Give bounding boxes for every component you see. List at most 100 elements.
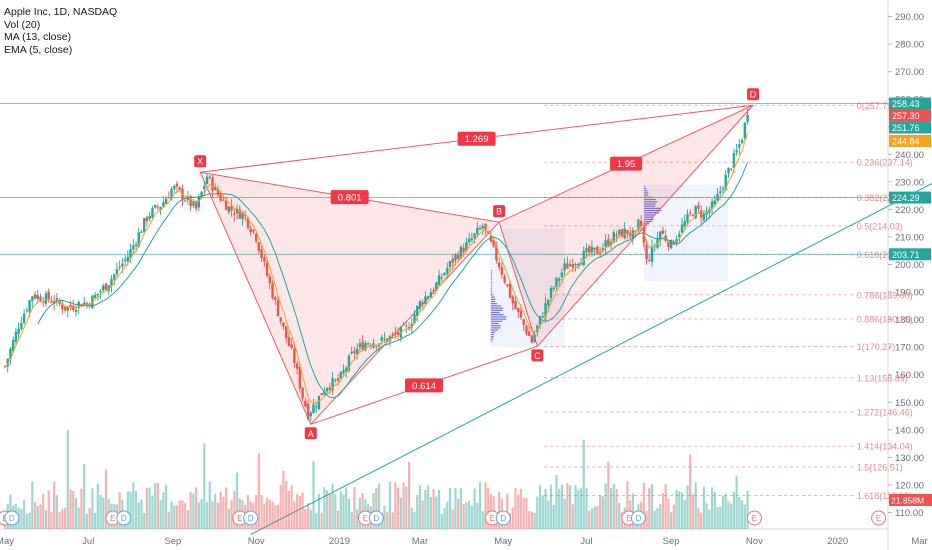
profile-bar [490,270,492,272]
candle-body [582,251,585,266]
profile-bar [490,285,492,287]
volume-bar [203,443,206,529]
candle-body [208,176,211,178]
candle-body [339,372,342,379]
candle-body [380,337,383,342]
candle-body [729,168,733,170]
volume-bar [137,502,140,529]
candle-body [132,245,135,250]
candle-body [443,273,446,276]
volume-bar [560,484,564,529]
profile-bar [490,309,503,311]
candle-body [39,296,42,302]
volume-bar [287,491,291,529]
candle-body [162,202,165,207]
legend-volume: Vol (20) [4,18,41,31]
volume-bar [222,496,225,529]
profile-bar [490,318,507,320]
candle-body [115,269,119,275]
ratio-badge [330,190,369,205]
candle-body [58,300,61,304]
fib-label: 0.786(189.00) [857,290,913,300]
candle-body [386,338,389,342]
time-tick-label: Mar [412,536,428,547]
volume-bar [383,505,386,529]
candle-body [456,255,460,259]
volume-bar [44,510,48,529]
volume-bar [618,502,621,529]
candle-body [317,395,321,410]
volume-bar [607,461,610,529]
candle-body [137,232,140,247]
candle-body [383,338,386,340]
volume-bar [476,502,479,529]
candle-body [25,310,29,312]
volume-bar [708,509,711,529]
volume-bar [689,454,692,529]
volume-bar [225,487,228,529]
pattern-leg-cd [536,104,754,347]
profile-bar [490,281,492,283]
price-tick-label: 140.00 [895,425,924,436]
volume-bar [320,512,323,529]
volume-bar [743,504,746,529]
candle-body [424,296,427,305]
volume-bar [317,494,321,529]
volume-bar [391,512,394,529]
candle-body [446,268,449,274]
price-tick-label: 190.00 [895,288,924,299]
candle-body [429,292,433,298]
volume-bar [410,507,413,529]
candle-body [295,363,299,369]
fib-label: 1.618(116.18) [857,491,912,501]
profile-bar [643,243,645,245]
volume-bar [664,484,667,529]
volume-bar [498,491,501,529]
volume-bar [416,495,419,529]
volume-bar [309,509,312,529]
volume-bar [451,509,454,529]
profile-bar [643,201,658,203]
candle-body [645,244,648,260]
candle-body [306,403,310,419]
volume-bar [271,501,274,529]
candle-body [274,297,277,300]
event-marker-label: D [9,514,15,523]
candle-body [3,366,7,368]
candle-body [435,282,438,289]
volume-bar [741,500,744,529]
profile-bar [490,305,501,307]
candle-body [342,370,345,374]
volume-bar [626,481,629,529]
candle-body [680,224,684,233]
candle-body [164,198,168,204]
volume-bar [162,492,165,529]
volume-bar [541,495,544,529]
volume-bar [66,429,69,529]
event-marker-label: D [500,514,506,523]
candle-body [214,187,217,191]
candle-body [719,191,722,194]
candle-body [568,264,572,267]
candle-body [170,189,173,199]
volume-badge-label: 21.858M [891,496,924,506]
candle-body [312,404,315,414]
volume-bar [683,499,686,529]
price-badge-label: 224.29 [892,193,920,203]
volume-bar [197,502,200,529]
candle-body [167,197,170,199]
volume-bar [528,510,531,529]
candle-body [102,285,105,291]
dividend-marker [630,510,646,526]
candle-body [369,345,373,347]
pattern-point-label: B [496,207,502,217]
volume-bar [350,511,353,529]
candle-body [200,191,203,199]
time-axis: May Jul Sep Nov 2019 Mar May Jul Sep Nov 2020 Mar [0,536,928,547]
profile-bar [490,294,494,296]
pattern-bcd-fill [499,105,754,347]
candle-body [634,230,637,232]
candle-body [566,263,569,269]
